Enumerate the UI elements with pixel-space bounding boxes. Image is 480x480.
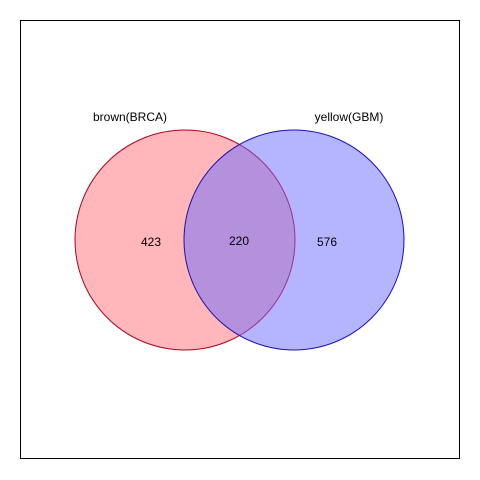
plot-border — [20, 20, 460, 459]
set-circle-yellow-gbm — [183, 129, 405, 351]
count-intersection: 220 — [229, 234, 249, 248]
count-yellow-only: 576 — [317, 235, 337, 249]
set-label-brown-brca: brown(BRCA) — [93, 110, 167, 124]
count-brown-only: 423 — [141, 235, 161, 249]
set-label-yellow-gbm: yellow(GBM) — [315, 110, 384, 124]
